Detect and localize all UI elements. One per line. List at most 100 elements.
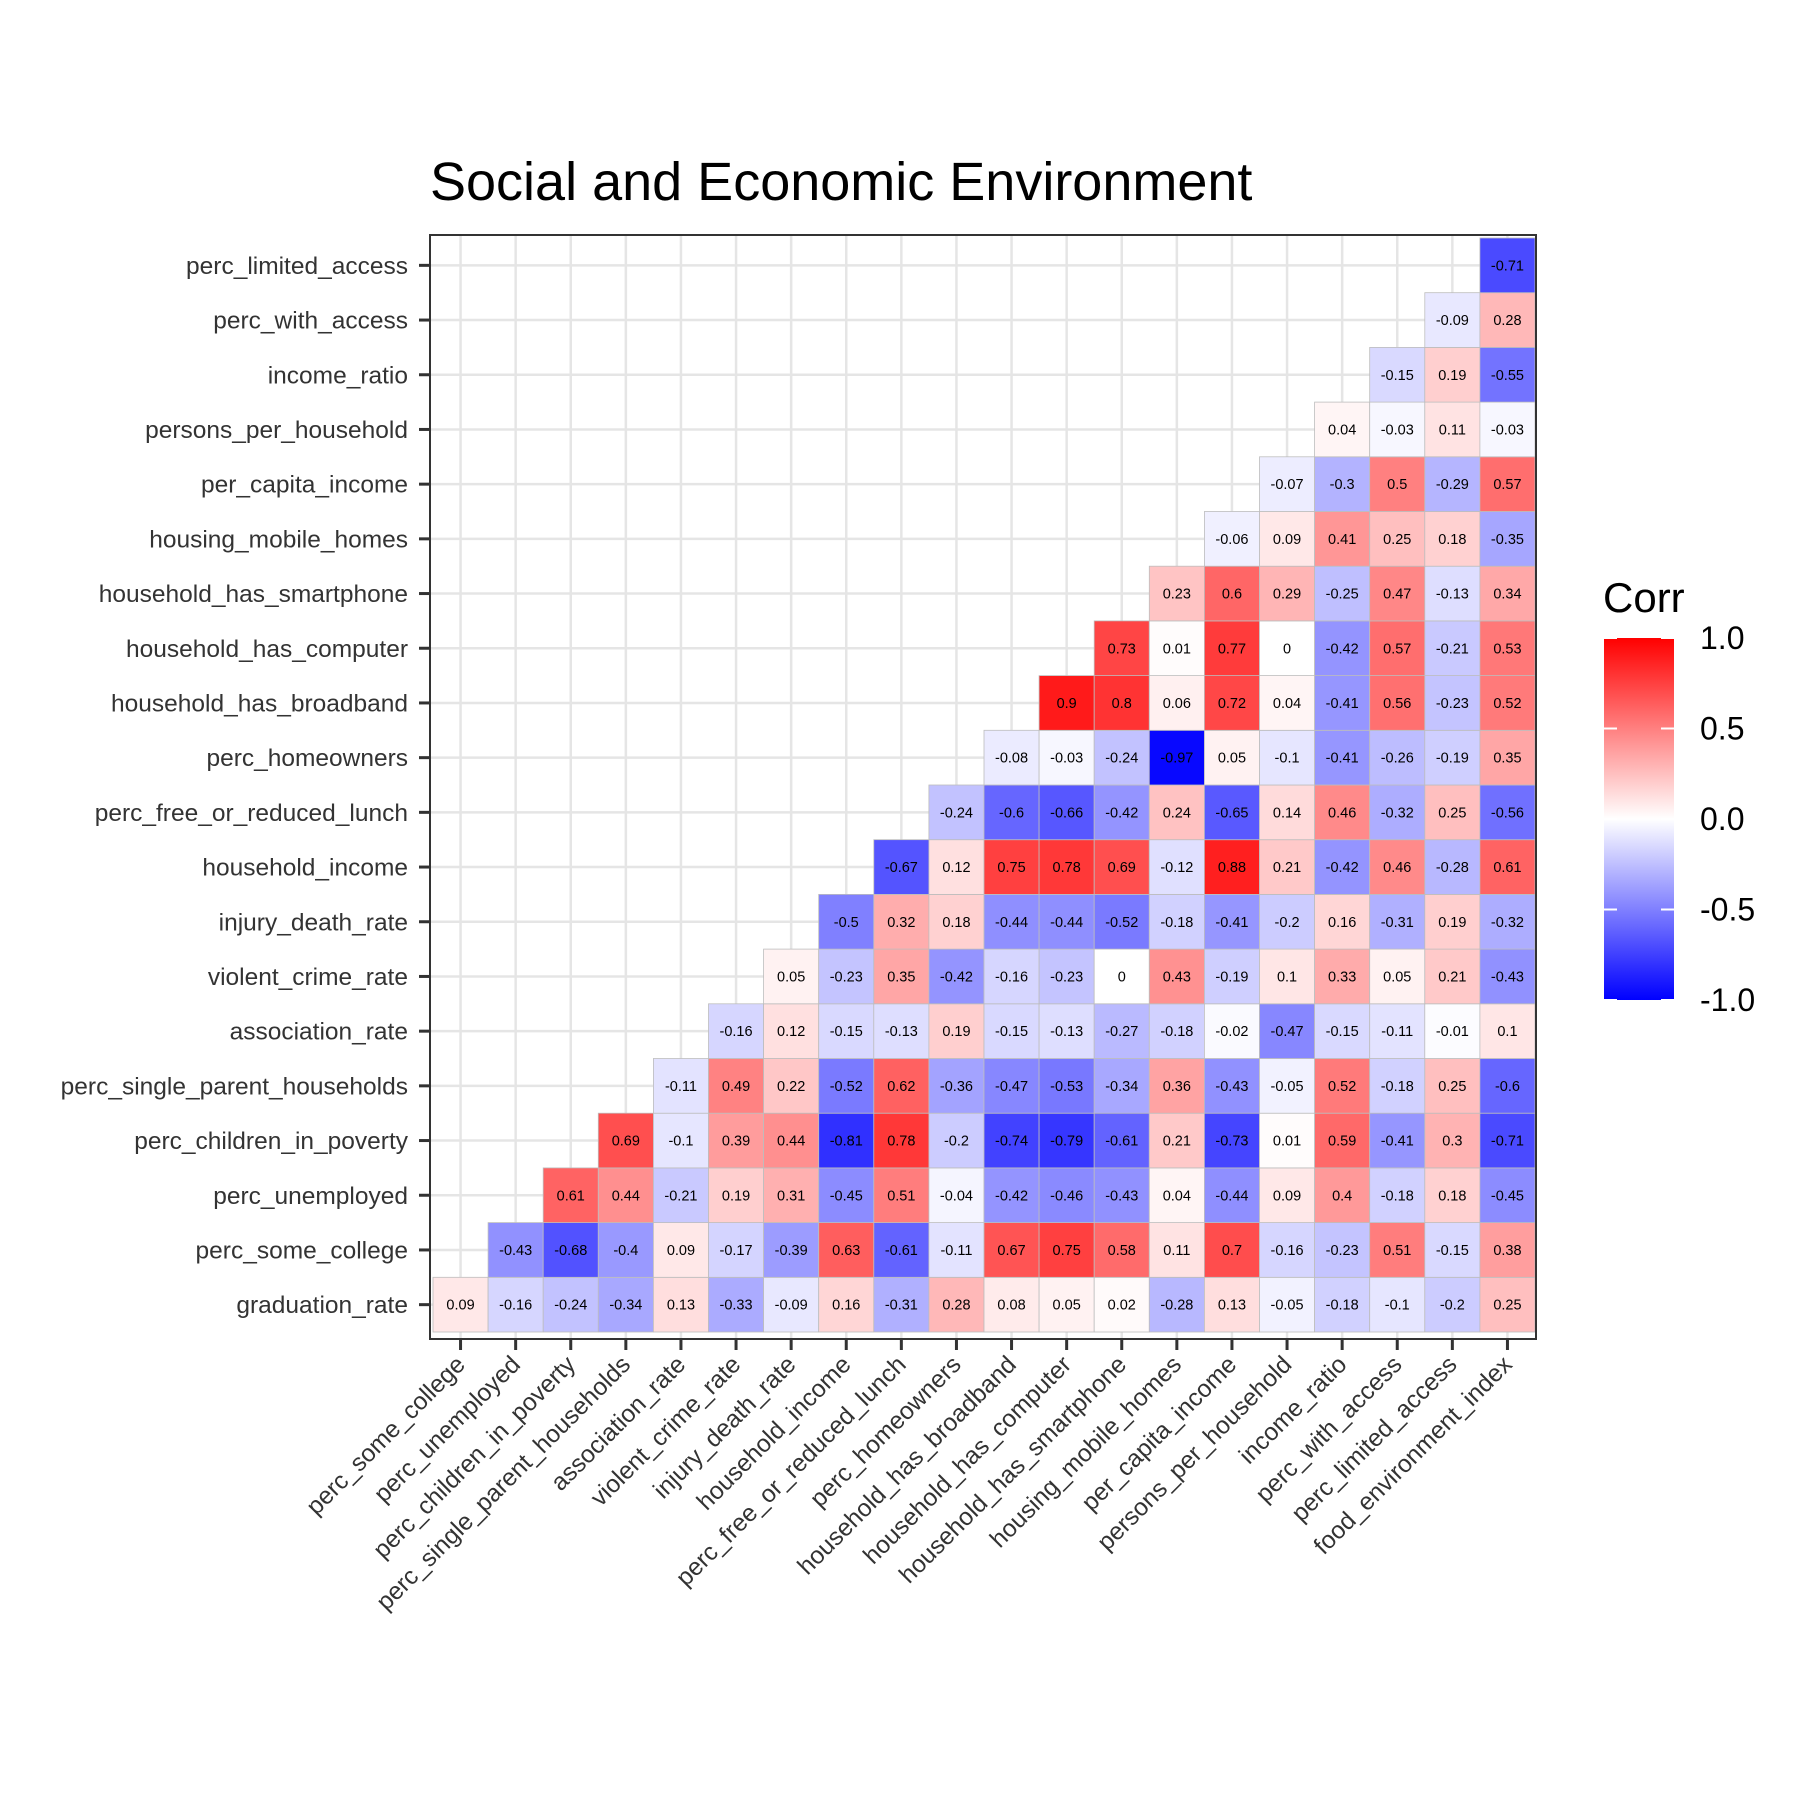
heatmap-cell — [1314, 784, 1371, 841]
cell-value-label: -0.28 — [1436, 860, 1469, 876]
heatmap-cell — [1204, 1167, 1260, 1224]
cell-value-label: 0.19 — [1438, 915, 1466, 931]
heatmap-cell — [1204, 620, 1260, 677]
cell-value-label: 0.72 — [1218, 696, 1246, 712]
cell-value-label: 0.21 — [1163, 1134, 1191, 1150]
y-tick-label: housing_mobile_homes — [149, 526, 408, 553]
heatmap-cell — [1314, 456, 1371, 512]
heatmap-cell — [983, 1112, 1040, 1169]
heatmap-cell — [1148, 1003, 1205, 1059]
cell-value-label: -0.15 — [995, 1024, 1028, 1040]
y-tick-label: per_capita_income — [201, 472, 408, 499]
heatmap-cell — [873, 839, 930, 895]
cell-value-label: 0.11 — [1439, 422, 1466, 438]
cell-value-label: -0.25 — [1326, 587, 1359, 603]
cell-value-label: 0.19 — [722, 1188, 750, 1204]
cell-value-label: 0.05 — [1218, 751, 1246, 767]
heatmap-cell — [1093, 675, 1150, 731]
cell-value-label: 0.12 — [777, 1024, 805, 1040]
heatmap-cell — [1479, 346, 1536, 403]
cell-value-label: 0.1 — [1277, 969, 1297, 985]
cell-value-label: 0.13 — [667, 1298, 695, 1314]
legend-tick-label: 0.0 — [1700, 801, 1744, 837]
cell-value-label: -0.41 — [1215, 915, 1248, 931]
cell-value-label: -0.67 — [885, 860, 918, 876]
cell-value-label: -0.09 — [775, 1298, 808, 1314]
cell-value-label: 0.01 — [1163, 641, 1191, 657]
cell-value-label: -0.45 — [830, 1188, 863, 1204]
cell-value-label: -0.6 — [999, 805, 1024, 821]
cell-value-label: -0.04 — [940, 1188, 973, 1204]
cell-value-label: -0.1 — [1275, 751, 1300, 767]
heatmap-cell — [1204, 1003, 1260, 1059]
cell-value-label: -0.23 — [1436, 696, 1469, 712]
cell-value-label: -0.42 — [1105, 805, 1138, 821]
cell-value-label: -0.1 — [668, 1134, 693, 1150]
heatmap-cell — [1424, 839, 1481, 895]
cell-value-label: 0.05 — [777, 969, 805, 985]
cell-value-label: -0.44 — [1050, 915, 1083, 931]
cell-value-label: 0.53 — [1493, 641, 1521, 657]
cell-value-label: -0.19 — [1215, 969, 1248, 985]
cell-value-label: -0.3 — [1330, 477, 1355, 493]
heatmap-cell — [763, 948, 820, 1005]
heatmap-cell — [1259, 1276, 1315, 1333]
heatmap-cell — [1314, 948, 1371, 1005]
cell-value-label: -0.71 — [1491, 258, 1524, 274]
cell-value-label: 0.33 — [1328, 969, 1356, 985]
y-tick-label: household_income — [202, 855, 408, 882]
cell-value-label: 0.19 — [942, 1024, 970, 1040]
cell-value-label: -0.65 — [1215, 805, 1248, 821]
cell-value-label: -0.13 — [885, 1024, 918, 1040]
cell-value-label: -0.11 — [940, 1243, 972, 1259]
heatmap-cell — [928, 1276, 985, 1333]
cell-value-label: 0.28 — [1493, 313, 1521, 329]
heatmap-cell — [1093, 839, 1150, 895]
heatmap-cell — [1369, 565, 1426, 622]
cell-value-label: 0.25 — [1438, 805, 1466, 821]
heatmap-cell — [1093, 1112, 1150, 1169]
cell-value-label: -0.26 — [1381, 751, 1414, 767]
heatmap-cell — [1314, 1058, 1371, 1114]
cell-value-label: -0.2 — [1440, 1298, 1465, 1314]
cell-value-label: -0.13 — [1050, 1024, 1083, 1040]
heatmap-cell — [1038, 1222, 1095, 1278]
cell-value-label: 0.57 — [1383, 641, 1411, 657]
heatmap-cell — [1148, 1222, 1205, 1278]
cell-value-label: -0.18 — [1326, 1298, 1359, 1314]
heatmap-cell — [1479, 401, 1536, 458]
heatmap-cell — [1479, 1167, 1536, 1224]
cell-value-label: 0.05 — [1053, 1298, 1081, 1314]
heatmap-cell — [1093, 620, 1150, 677]
heatmap-cell — [653, 1112, 709, 1169]
cell-value-label: -0.41 — [1326, 751, 1359, 767]
y-tick-label: graduation_rate — [236, 1292, 408, 1319]
heatmap-cell — [1093, 1167, 1150, 1224]
heatmap-cell — [1038, 1167, 1095, 1224]
heatmap-cell — [1259, 1003, 1315, 1059]
y-tick-label: association_rate — [230, 1019, 408, 1046]
cell-value-label: 0.09 — [667, 1243, 695, 1259]
cell-value-label: 0.77 — [1218, 641, 1246, 657]
cell-value-label: -0.42 — [995, 1188, 1028, 1204]
y-tick-label: perc_some_college — [196, 1237, 408, 1264]
heatmap-cell — [983, 1222, 1040, 1278]
y-tick-label: persons_per_household — [145, 417, 408, 444]
heatmap-cell — [487, 1276, 544, 1333]
y-tick-label: perc_limited_access — [186, 253, 408, 280]
heatmap-cell — [1369, 1058, 1426, 1114]
heatmap-cell — [1479, 948, 1536, 1005]
cell-value-label: -0.45 — [1491, 1188, 1524, 1204]
cell-value-label: -0.68 — [554, 1243, 587, 1259]
cell-value-label: -0.32 — [1381, 805, 1414, 821]
cell-value-label: -0.6 — [1495, 1079, 1520, 1095]
cell-value-label: -0.08 — [995, 751, 1028, 767]
cell-value-label: -0.61 — [885, 1243, 918, 1259]
heatmap-cell — [1479, 894, 1536, 950]
cell-value-label: 0.78 — [1053, 860, 1081, 876]
cell-value-label: 0.29 — [1273, 587, 1301, 603]
legend-title: Corr — [1603, 574, 1685, 621]
y-tick-label: income_ratio — [268, 362, 408, 389]
cell-value-label: -0.12 — [1160, 860, 1193, 876]
cell-value-label: -0.23 — [830, 969, 863, 985]
